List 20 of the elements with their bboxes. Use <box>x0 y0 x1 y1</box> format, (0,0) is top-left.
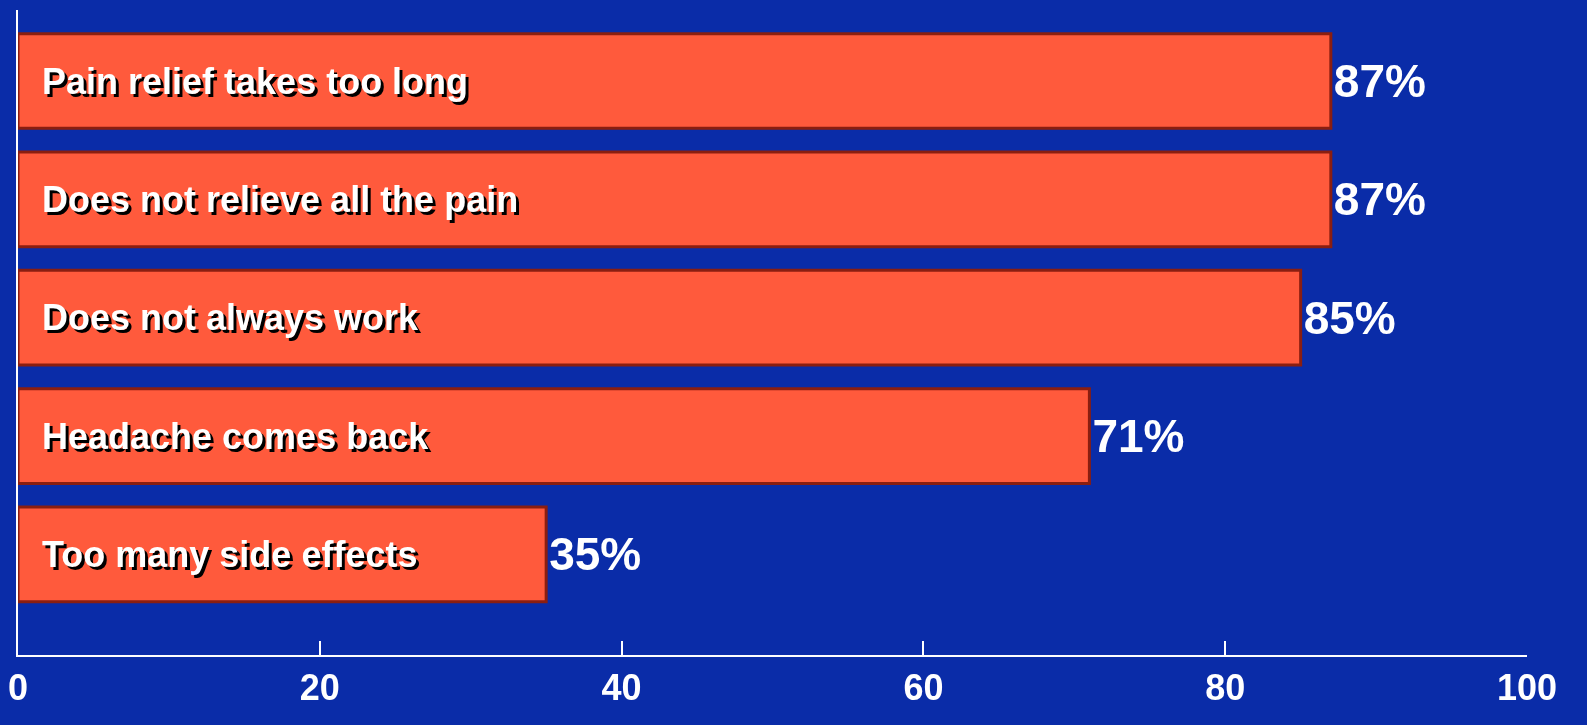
data-label: 71% <box>1092 410 1185 463</box>
data-label: 35% <box>549 528 642 581</box>
bar <box>18 32 1333 130</box>
bar <box>18 387 1091 485</box>
data-label: 87% <box>1333 55 1426 108</box>
x-tick-label: 100 <box>1496 667 1558 709</box>
x-tick-label: 80 <box>1205 667 1246 709</box>
data-label: 87% <box>1333 173 1426 226</box>
y-tick-label: Pain relief takes too long <box>42 61 469 102</box>
bar <box>18 268 1303 367</box>
x-tick-label: 20 <box>299 667 340 709</box>
x-tick-label: 60 <box>903 667 944 709</box>
y-tick-label: Headache comes back <box>42 416 430 457</box>
y-tick-label: Too many side effects <box>42 534 418 575</box>
y-tick-label: Does not relieve all the pain <box>42 179 519 220</box>
x-tick-label: 40 <box>601 667 642 709</box>
data-label: 85% <box>1303 291 1396 344</box>
y-tick-label: Does not always work <box>42 297 420 338</box>
x-tick-label: 0 <box>7 667 29 709</box>
bar <box>18 150 1333 249</box>
